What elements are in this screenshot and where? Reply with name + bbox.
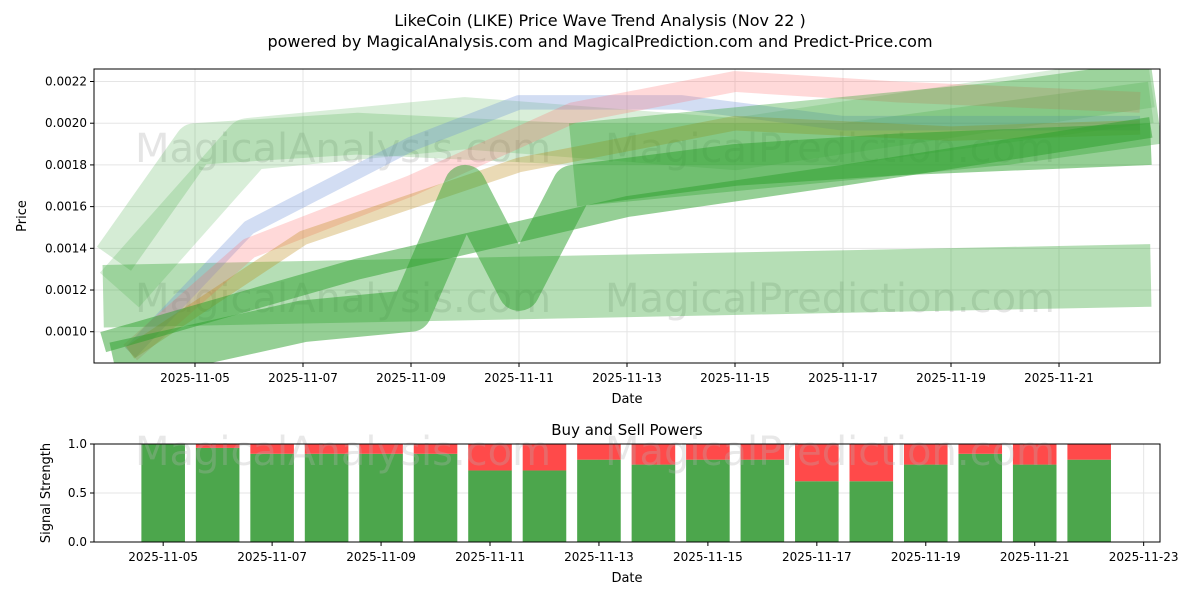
watermark: MagicalAnalysis.com bbox=[135, 429, 551, 475]
x-tick-label: 2025-11-21 bbox=[1000, 550, 1070, 564]
sell-bar bbox=[1067, 444, 1111, 460]
buy-bar bbox=[577, 459, 621, 542]
buy-bar bbox=[468, 470, 512, 542]
buy-bar bbox=[195, 447, 240, 542]
y-tick-label: 0.0018 bbox=[45, 158, 87, 172]
y-tick-label: 1.0 bbox=[68, 437, 87, 451]
y-tick-label: 0.0022 bbox=[45, 75, 87, 89]
series-wave-red bbox=[123, 71, 1141, 361]
x-tick-label: 2025-11-15 bbox=[700, 371, 770, 385]
x-tick-label: 2025-11-09 bbox=[376, 371, 446, 385]
plot-frame bbox=[93, 68, 1161, 364]
watermark: MagicalPrediction.com bbox=[605, 276, 1055, 322]
x-tick-label: 2025-11-19 bbox=[891, 550, 961, 564]
x-tick-label: 2025-11-09 bbox=[346, 550, 416, 564]
y-tick-label: 0.5 bbox=[68, 486, 87, 500]
watermark: MagicalAnalysis.com bbox=[135, 126, 551, 172]
buy-bar bbox=[304, 453, 349, 542]
x-tick-label: 2025-11-13 bbox=[592, 371, 662, 385]
chart-subtitle: powered by MagicalAnalysis.com and Magic… bbox=[267, 32, 932, 51]
sell-bar bbox=[958, 444, 1003, 454]
sell-bar bbox=[250, 444, 294, 454]
buy-bar bbox=[795, 481, 839, 542]
x-tick-label: 2025-11-23 bbox=[1109, 550, 1179, 564]
x-tick-label: 2025-11-13 bbox=[564, 550, 634, 564]
series-group bbox=[96, 69, 1160, 363]
buy-bar bbox=[250, 453, 294, 542]
y-axis-label: Price bbox=[15, 200, 30, 232]
bar-chart-title: Buy and Sell Powers bbox=[551, 421, 703, 439]
y-tick-label: 0.0014 bbox=[45, 241, 87, 255]
buy-bar bbox=[903, 464, 948, 542]
y-tick-label: 0.0012 bbox=[45, 283, 87, 297]
x-tick-label: 2025-11-19 bbox=[916, 371, 986, 385]
y-tick-label: 0.0016 bbox=[45, 200, 87, 214]
sell-bar bbox=[686, 444, 730, 460]
sell-bar bbox=[359, 444, 403, 454]
x-axis-label: Date bbox=[611, 392, 642, 407]
sell-bar bbox=[795, 444, 839, 482]
x-axis-label: Date bbox=[611, 571, 642, 586]
sell-bar bbox=[522, 444, 567, 471]
buy-bar bbox=[413, 453, 458, 542]
series-wave-green-rising bbox=[100, 117, 1153, 353]
sell-bar bbox=[1012, 444, 1057, 465]
buy-bar bbox=[359, 453, 403, 542]
sell-bar bbox=[577, 444, 621, 460]
buy-bar bbox=[1067, 459, 1111, 542]
buy-bar bbox=[958, 453, 1003, 542]
sell-bar bbox=[413, 444, 458, 454]
buy-bar bbox=[686, 459, 730, 542]
x-tick-label: 2025-11-11 bbox=[455, 550, 525, 564]
x-tick-label: 2025-11-21 bbox=[1024, 371, 1094, 385]
x-tick-label: 2025-11-07 bbox=[237, 550, 307, 564]
plot-frame bbox=[93, 443, 1161, 543]
y-axis-label: Signal Strength bbox=[39, 443, 54, 543]
y-tick-label: 0.0010 bbox=[45, 325, 87, 339]
sell-bar bbox=[304, 444, 349, 454]
x-tick-label: 2025-11-11 bbox=[484, 371, 554, 385]
buy-bar bbox=[522, 470, 567, 542]
y-tick-label: 0.0 bbox=[68, 535, 87, 549]
watermark: MagicalPrediction.com bbox=[605, 429, 1055, 475]
x-tick-label: 2025-11-17 bbox=[808, 371, 878, 385]
sell-bar bbox=[740, 444, 785, 460]
buy-bar bbox=[631, 464, 676, 542]
sell-bar bbox=[849, 444, 894, 482]
x-tick-label: 2025-11-05 bbox=[160, 371, 230, 385]
x-tick-label: 2025-11-17 bbox=[782, 550, 852, 564]
sell-bar bbox=[903, 444, 948, 465]
buy-bar bbox=[849, 481, 894, 542]
series-wave-green-spike bbox=[109, 123, 1152, 363]
buy-bar bbox=[141, 444, 185, 542]
buy-bar bbox=[1012, 464, 1057, 542]
series-wave-blue bbox=[124, 95, 1141, 358]
sell-bar bbox=[631, 444, 676, 465]
buy-bar bbox=[740, 459, 785, 542]
x-tick-label: 2025-11-05 bbox=[128, 550, 198, 564]
chart-title: LikeCoin (LIKE) Price Wave Trend Analysi… bbox=[394, 11, 806, 30]
sell-bar bbox=[195, 444, 240, 448]
x-tick-label: 2025-11-15 bbox=[673, 550, 743, 564]
series-wave-green-upper2 bbox=[99, 69, 1155, 308]
y-tick-label: 0.0020 bbox=[45, 116, 87, 130]
x-tick-label: 2025-11-07 bbox=[268, 371, 338, 385]
sell-bar bbox=[468, 444, 512, 471]
